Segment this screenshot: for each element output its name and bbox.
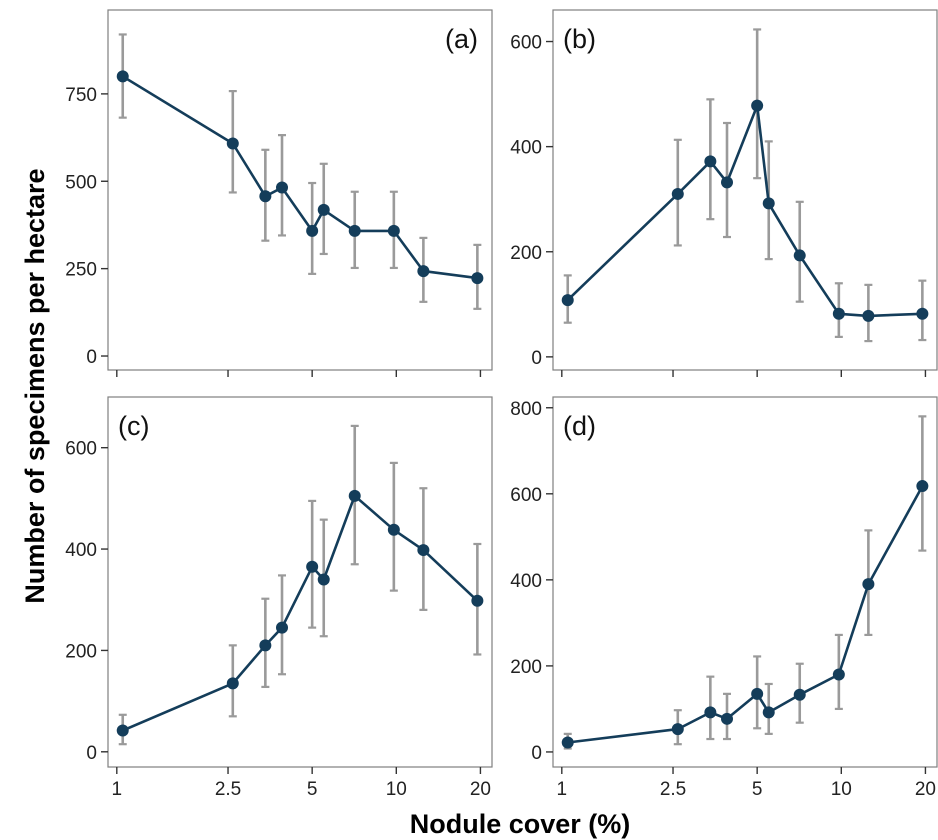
data-point bbox=[306, 224, 319, 237]
y-axis-title: Number of specimens per hectare bbox=[20, 168, 50, 603]
data-point bbox=[417, 265, 430, 278]
y-tick-label: 250 bbox=[65, 260, 97, 281]
y-tick-label: 800 bbox=[510, 399, 542, 420]
data-point bbox=[862, 309, 875, 322]
y-tick-label: 600 bbox=[510, 485, 542, 506]
data-point bbox=[471, 272, 484, 285]
data-point bbox=[832, 307, 845, 320]
data-point bbox=[348, 224, 361, 237]
panel-c: (c) 0 200 400 600 1 2.5 5 10 20 bbox=[65, 396, 493, 800]
data-point bbox=[387, 224, 400, 237]
data-point bbox=[317, 203, 330, 216]
plot-frame bbox=[552, 396, 938, 768]
data-point bbox=[916, 480, 929, 493]
y-tick-label: 500 bbox=[65, 172, 97, 193]
y-tick-label: 200 bbox=[510, 657, 542, 678]
x-tick-label: 20 bbox=[915, 779, 936, 800]
data-point bbox=[471, 594, 484, 607]
data-point bbox=[721, 712, 734, 725]
data-point bbox=[751, 687, 764, 700]
data-point bbox=[226, 137, 239, 150]
plot-frame bbox=[552, 9, 938, 371]
y-tick-label: 400 bbox=[510, 138, 542, 159]
data-point bbox=[832, 668, 845, 681]
x-tick-label: 20 bbox=[470, 779, 491, 800]
plot-frame bbox=[107, 9, 493, 371]
y-tick-label: 0 bbox=[531, 743, 542, 764]
data-point bbox=[417, 544, 430, 557]
y-tick-label: 600 bbox=[65, 439, 97, 460]
x-tick-label: 2.5 bbox=[215, 779, 241, 800]
data-point bbox=[704, 706, 717, 719]
y-tick-label: 200 bbox=[65, 641, 97, 662]
data-point bbox=[259, 639, 272, 652]
panels: (a)0250500750(b)0200400600(c)02004006001… bbox=[65, 9, 938, 800]
data-point bbox=[671, 187, 684, 200]
data-point bbox=[226, 677, 239, 690]
plot-frame bbox=[107, 396, 493, 768]
data-point bbox=[387, 523, 400, 536]
panel-label: (b) bbox=[563, 24, 596, 54]
y-tick-label: 400 bbox=[510, 571, 542, 592]
series-line bbox=[122, 75, 478, 280]
panel-label: (a) bbox=[445, 24, 478, 54]
y-tick-label: 0 bbox=[86, 743, 97, 764]
data-point bbox=[561, 294, 574, 307]
x-tick-label: 1 bbox=[557, 779, 568, 800]
panel-label: (c) bbox=[118, 411, 149, 441]
data-point bbox=[561, 736, 574, 749]
panel-label: (d) bbox=[563, 411, 596, 441]
data-point bbox=[862, 578, 875, 591]
data-point bbox=[116, 70, 129, 83]
data-point bbox=[259, 190, 272, 203]
data-point bbox=[751, 99, 764, 112]
data-point bbox=[916, 307, 929, 320]
y-tick-label: 400 bbox=[65, 540, 97, 561]
data-point bbox=[721, 176, 734, 189]
y-tick-label: 750 bbox=[65, 85, 97, 106]
data-point bbox=[704, 155, 717, 168]
series-line bbox=[122, 494, 479, 732]
x-axis-title: Nodule cover (%) bbox=[410, 809, 631, 839]
x-tick-label: 5 bbox=[752, 779, 763, 800]
data-point bbox=[276, 621, 289, 634]
panel-d: (d) 0 200 400 600 800 1 2.5 5 10 20 bbox=[510, 396, 938, 800]
data-point bbox=[276, 181, 289, 194]
panel-a: (a) 0 250 500 750 bbox=[65, 9, 493, 377]
y-tick-label: 200 bbox=[510, 243, 542, 264]
panel-b: (b) 0 200 400 600 bbox=[510, 9, 938, 377]
data-point bbox=[671, 723, 684, 736]
data-point bbox=[317, 573, 330, 586]
data-point bbox=[348, 489, 361, 502]
x-tick-label: 10 bbox=[831, 779, 852, 800]
series-line bbox=[566, 104, 923, 318]
x-tick-label: 2.5 bbox=[660, 779, 686, 800]
y-tick-label: 0 bbox=[531, 348, 542, 369]
data-point bbox=[762, 706, 775, 719]
series-line bbox=[567, 485, 924, 744]
data-point bbox=[306, 560, 319, 573]
x-tick-label: 10 bbox=[386, 779, 407, 800]
data-point bbox=[116, 724, 129, 737]
x-tick-label: 5 bbox=[307, 779, 318, 800]
data-point bbox=[762, 197, 775, 210]
x-tick-label: 1 bbox=[112, 779, 123, 800]
y-tick-label: 600 bbox=[510, 33, 542, 54]
data-point bbox=[793, 688, 806, 701]
y-tick-label: 0 bbox=[86, 347, 97, 368]
data-point bbox=[793, 249, 806, 262]
